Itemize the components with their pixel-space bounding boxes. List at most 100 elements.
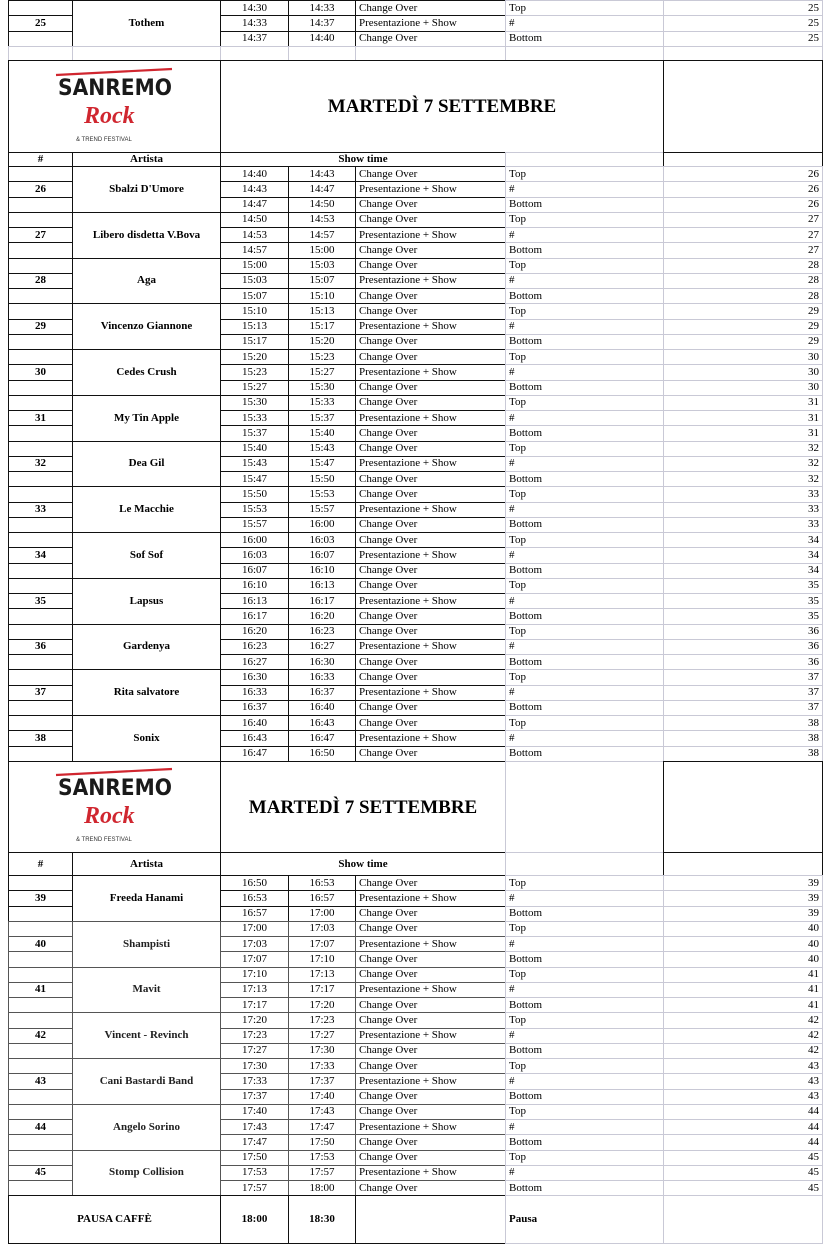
artist-count[interactable]: 26: [663, 181, 823, 198]
stage-position[interactable]: Top: [505, 875, 664, 892]
activity[interactable]: Change Over: [355, 349, 506, 366]
activity[interactable]: Change Over: [355, 1042, 506, 1059]
start-time[interactable]: 15:03: [220, 272, 289, 289]
activity[interactable]: Change Over: [355, 1058, 506, 1075]
end-time[interactable]: 17:23: [288, 1012, 356, 1029]
end-time[interactable]: 15:03: [288, 257, 356, 274]
artist-number[interactable]: 25: [8, 15, 73, 32]
stage-position[interactable]: Top: [505, 257, 664, 274]
artist-count[interactable]: 27: [663, 227, 823, 244]
stage-position[interactable]: Top: [505, 920, 664, 937]
start-time[interactable]: 14:50: [220, 211, 289, 228]
artist-count[interactable]: 33: [663, 516, 823, 533]
artist-count[interactable]: 45: [663, 1180, 823, 1197]
start-time[interactable]: 16:07: [220, 562, 289, 579]
artist-count[interactable]: 31: [663, 394, 823, 411]
artist-count[interactable]: 32: [663, 471, 823, 488]
activity[interactable]: Presentazione + Show: [355, 1027, 506, 1044]
artist-count[interactable]: 27: [663, 242, 823, 259]
artist-count[interactable]: 29: [663, 333, 823, 350]
stage-position[interactable]: Top: [505, 394, 664, 411]
stage-position[interactable]: Top: [505, 1149, 664, 1166]
activity[interactable]: Presentazione + Show: [355, 1073, 506, 1090]
activity[interactable]: Presentazione + Show: [355, 1119, 506, 1136]
end-time[interactable]: 15:53: [288, 486, 356, 503]
end-time[interactable]: 17:50: [288, 1134, 356, 1151]
start-time[interactable]: 16:50: [220, 875, 289, 892]
artist-count[interactable]: 43: [663, 1088, 823, 1105]
activity[interactable]: Change Over: [355, 608, 506, 625]
activity[interactable]: Change Over: [355, 1134, 506, 1151]
stage-position[interactable]: Bottom: [505, 379, 664, 396]
stage-position[interactable]: #: [505, 1164, 664, 1181]
end-time[interactable]: 15:50: [288, 471, 356, 488]
artist-count[interactable]: 44: [663, 1119, 823, 1136]
end-time[interactable]: 17:47: [288, 1119, 356, 1136]
stage-position[interactable]: Bottom: [505, 1134, 664, 1151]
start-time[interactable]: 15:23: [220, 364, 289, 381]
start-time[interactable]: 17:07: [220, 951, 289, 968]
start-time[interactable]: 16:17: [220, 608, 289, 625]
artist-count[interactable]: 30: [663, 364, 823, 381]
artist-number[interactable]: 45: [8, 1164, 73, 1181]
artist-count[interactable]: 31: [663, 410, 823, 427]
artist-name[interactable]: Cedes Crush: [72, 349, 221, 396]
stage-position[interactable]: Bottom: [505, 288, 664, 305]
stage-position[interactable]: Top: [505, 715, 664, 732]
artist-count[interactable]: 41: [663, 981, 823, 998]
start-time[interactable]: 17:00: [220, 920, 289, 937]
stage-position[interactable]: #: [505, 1073, 664, 1090]
start-time[interactable]: 16:43: [220, 730, 289, 747]
stage-position[interactable]: #: [505, 181, 664, 198]
artist-number[interactable]: 39: [8, 890, 73, 907]
start-time[interactable]: 14:43: [220, 181, 289, 198]
artist-name[interactable]: Le Macchie: [72, 486, 221, 533]
activity[interactable]: Change Over: [355, 242, 506, 259]
artist-count[interactable]: 29: [663, 303, 823, 320]
stage-position[interactable]: #: [505, 1027, 664, 1044]
end-time[interactable]: 16:57: [288, 890, 356, 907]
stage-position[interactable]: Top: [505, 211, 664, 228]
start-time[interactable]: 15:40: [220, 440, 289, 457]
activity[interactable]: Change Over: [355, 257, 506, 274]
artist-count[interactable]: 34: [663, 547, 823, 564]
activity[interactable]: Change Over: [355, 516, 506, 533]
artist-count[interactable]: 30: [663, 379, 823, 396]
artist-number[interactable]: 40: [8, 936, 73, 953]
artist-count[interactable]: 39: [663, 905, 823, 922]
activity[interactable]: Presentazione + Show: [355, 410, 506, 427]
stage-position[interactable]: #: [505, 730, 664, 747]
stage-position[interactable]: Bottom: [505, 654, 664, 671]
activity[interactable]: Change Over: [355, 333, 506, 350]
end-time[interactable]: 16:10: [288, 562, 356, 579]
artist-count[interactable]: 40: [663, 920, 823, 937]
stage-position[interactable]: Bottom: [505, 196, 664, 213]
artist-count[interactable]: 43: [663, 1073, 823, 1090]
start-time[interactable]: 16:03: [220, 547, 289, 564]
stage-position[interactable]: #: [505, 936, 664, 953]
stage-position[interactable]: Top: [505, 966, 664, 983]
end-time[interactable]: 16:33: [288, 669, 356, 686]
activity[interactable]: Change Over: [355, 1149, 506, 1166]
artist-count[interactable]: 26: [663, 196, 823, 213]
end-time[interactable]: 16:37: [288, 684, 356, 701]
activity[interactable]: Change Over: [355, 303, 506, 320]
start-time[interactable]: 16:23: [220, 638, 289, 655]
start-time[interactable]: 15:00: [220, 257, 289, 274]
activity[interactable]: Presentazione + Show: [355, 684, 506, 701]
start-time[interactable]: 15:43: [220, 455, 289, 472]
end-time[interactable]: 14:40: [288, 30, 356, 47]
start-time[interactable]: 17:13: [220, 981, 289, 998]
start-time[interactable]: 17:20: [220, 1012, 289, 1029]
activity[interactable]: Change Over: [355, 471, 506, 488]
artist-name[interactable]: Sonix: [72, 715, 221, 762]
activity[interactable]: Change Over: [355, 440, 506, 457]
end-time[interactable]: 15:30: [288, 379, 356, 396]
end-time[interactable]: 15:00: [288, 242, 356, 259]
activity[interactable]: Presentazione + Show: [355, 593, 506, 610]
start-time[interactable]: 14:33: [220, 15, 289, 32]
artist-count[interactable]: 42: [663, 1042, 823, 1059]
stage-position[interactable]: Bottom: [505, 1088, 664, 1105]
artist-count[interactable]: 31: [663, 425, 823, 442]
activity[interactable]: Change Over: [355, 997, 506, 1014]
